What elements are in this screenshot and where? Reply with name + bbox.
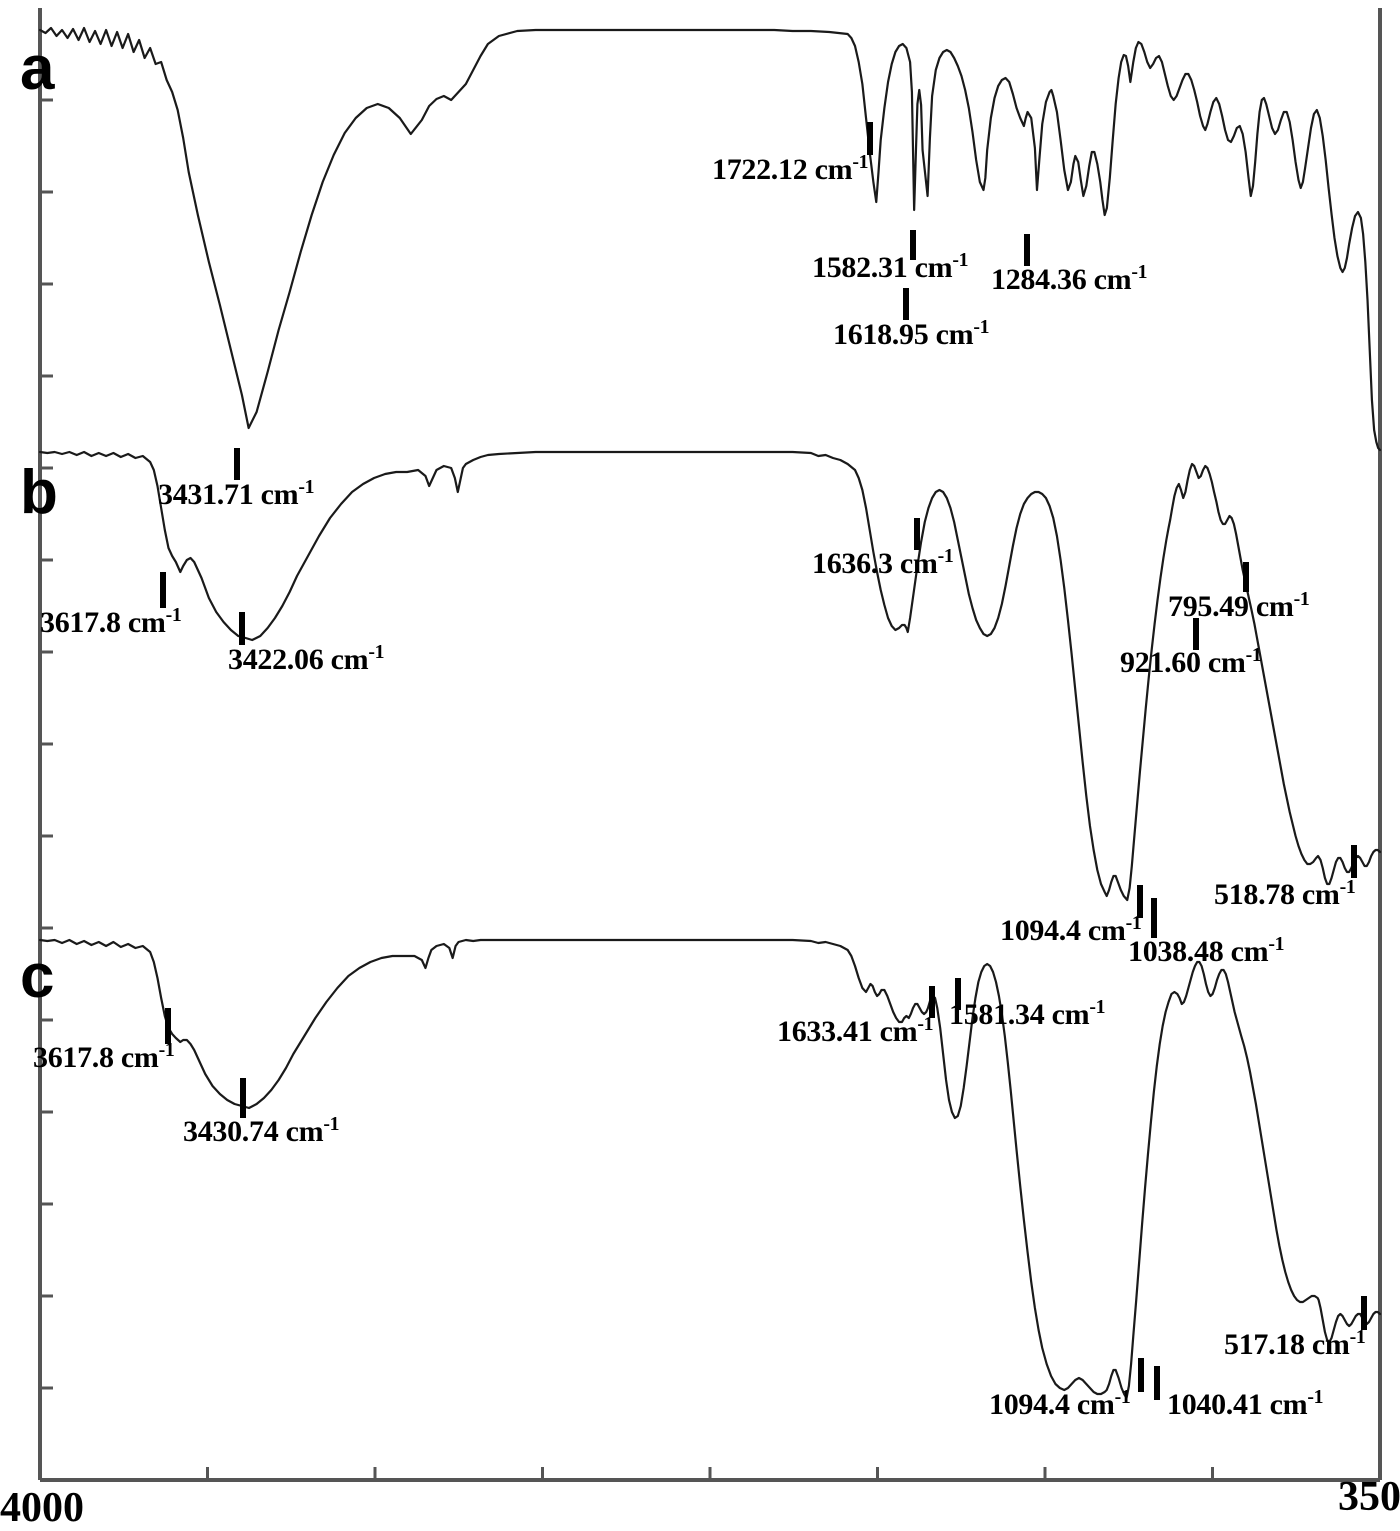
peak-label-c-1094: 1094.4 cm-1 <box>989 1386 1131 1421</box>
peak-label-exponent: -1 <box>1089 996 1106 1018</box>
peak-label-b-3617: 3617.8 cm-1 <box>40 604 182 639</box>
peak-label-c-1040: 1040.41 cm-1 <box>1167 1386 1324 1421</box>
peak-label-b-1094: 1094.4 cm-1 <box>1000 912 1142 947</box>
peak-label-exponent: -1 <box>973 316 990 338</box>
spectra-curves-group <box>38 26 1382 1400</box>
peak-label-exponent: -1 <box>1307 1386 1324 1408</box>
peak-label-exponent: -1 <box>323 1113 340 1135</box>
peak-label-exponent: -1 <box>1131 261 1148 283</box>
peak-label-exponent: -1 <box>1114 1386 1131 1408</box>
series-letter-a: a <box>20 34 55 103</box>
peak-label-exponent: -1 <box>937 545 954 567</box>
x-axis-end-label: 350 <box>1338 1474 1400 1520</box>
peak-label-b-1038: 1038.48 cm-1 <box>1128 933 1285 968</box>
peak-label-b-921: 921.60 cm-1 <box>1120 644 1262 679</box>
peak-label-b-1636: 1636.3 cm-1 <box>812 545 954 580</box>
peak-label-c-3430: 3430.74 cm-1 <box>183 1113 340 1148</box>
peak-label-exponent: -1 <box>1293 588 1310 610</box>
peak-label-b-3431: 3431.71 cm-1 <box>158 476 315 511</box>
peak-label-exponent: -1 <box>1339 876 1356 898</box>
peak-label-exponent: -1 <box>1245 644 1262 666</box>
peak-label-c-1581: 1581.34 cm-1 <box>949 996 1106 1031</box>
peak-label-b-3422: 3422.06 cm-1 <box>228 641 385 676</box>
spectrum-curve-b <box>38 450 1382 902</box>
peak-label-exponent: -1 <box>852 151 869 173</box>
spectrum-curve-c <box>38 938 1382 1400</box>
series-letter-b: b <box>20 458 58 527</box>
peak-label-exponent: -1 <box>165 604 182 626</box>
peak-label-c-517: 517.18 cm-1 <box>1224 1326 1366 1361</box>
peak-tick-marks-group <box>160 122 1367 1400</box>
peak-label-b-518: 518.78 cm-1 <box>1214 876 1356 911</box>
peak-label-exponent: -1 <box>298 476 315 498</box>
peak-label-exponent: -1 <box>1268 933 1285 955</box>
peak-label-a-1582: 1582.31 cm-1 <box>812 249 969 284</box>
peak-label-a-1618: 1618.95 cm-1 <box>833 316 990 351</box>
peak-label-c-3617: 3617.8 cm-1 <box>33 1039 175 1074</box>
peak-label-exponent: -1 <box>1349 1326 1366 1348</box>
series-letter-c: c <box>20 942 55 1011</box>
peak-label-b-795: 795.49 cm-1 <box>1168 588 1310 623</box>
spectrum-curve-a <box>38 26 1382 452</box>
x-axis-start-label: 4000 <box>0 1485 84 1531</box>
peak-label-a-1722: 1722.12 cm-1 <box>712 151 869 186</box>
peak-label-c-1633: 1633.41 cm-1 <box>777 1013 934 1048</box>
peak-label-exponent: -1 <box>952 249 969 271</box>
peak-label-exponent: -1 <box>368 641 385 663</box>
peak-label-exponent: -1 <box>1125 912 1142 934</box>
peak-label-exponent: -1 <box>158 1039 175 1061</box>
peak-label-a-1284: 1284.36 cm-1 <box>991 261 1148 296</box>
axes-group <box>38 8 1382 1482</box>
peak-label-exponent: -1 <box>917 1013 934 1035</box>
